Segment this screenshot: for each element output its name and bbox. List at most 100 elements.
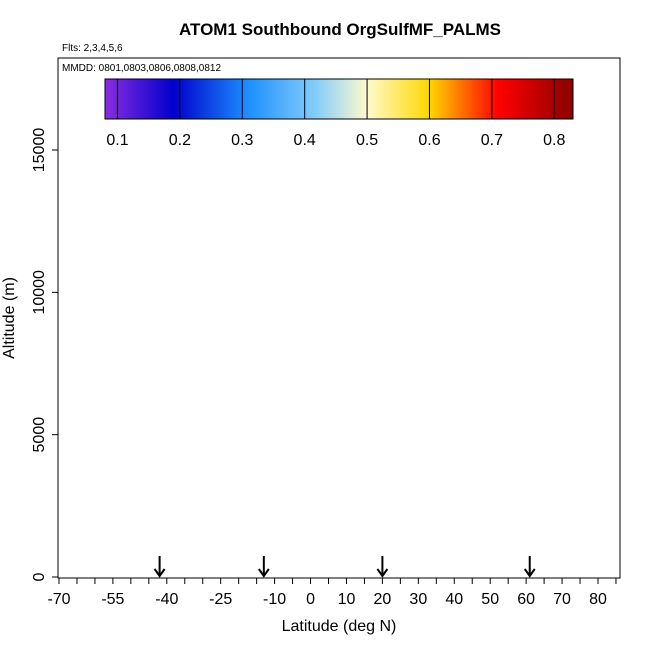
heatmap-cell (494, 242, 500, 251)
heatmap-cell (467, 537, 473, 546)
heatmap-cell (214, 274, 220, 283)
heatmap-cell (203, 330, 209, 339)
heatmap-cell (273, 370, 279, 379)
heatmap-cell (391, 378, 397, 387)
heatmap-cell (321, 242, 327, 251)
heatmap-cell (488, 473, 494, 482)
heatmap-cell (521, 338, 527, 347)
heatmap-cell (343, 218, 349, 227)
heatmap-cell (262, 410, 268, 419)
heatmap-cell (267, 545, 273, 554)
heatmap-cell (300, 218, 306, 227)
heatmap-cell (289, 282, 295, 291)
heatmap-cell (84, 290, 90, 299)
heatmap-cell (106, 282, 112, 291)
heatmap-cell (499, 330, 505, 339)
heatmap-cell (521, 537, 527, 546)
heatmap-cell (300, 322, 306, 331)
heatmap-cell (100, 298, 106, 307)
heatmap-cell (408, 370, 414, 379)
heatmap-cell (289, 346, 295, 355)
heatmap-cell (251, 298, 257, 307)
heatmap-cell (359, 497, 365, 506)
heatmap-cell (397, 362, 403, 371)
heatmap-cell (257, 386, 263, 395)
heatmap-cell (289, 497, 295, 506)
heatmap-cell (418, 346, 424, 355)
heatmap-cell (532, 298, 538, 307)
heatmap-cell (348, 449, 354, 458)
heatmap-cell (515, 402, 521, 411)
heatmap-cell (116, 354, 122, 363)
heatmap-cell (467, 465, 473, 474)
heatmap-cell (289, 521, 295, 530)
heatmap-cell (435, 529, 441, 538)
heatmap-cell (510, 473, 516, 482)
heatmap-cell (505, 338, 511, 347)
heatmap-cell (467, 274, 473, 283)
heatmap-cell (558, 553, 564, 562)
heatmap-cell (257, 306, 263, 315)
heatmap-cell (284, 306, 290, 315)
heatmap-cell (289, 354, 295, 363)
heatmap-cell (445, 282, 451, 291)
heatmap-cell (505, 322, 511, 331)
heatmap-cell (440, 426, 446, 435)
heatmap-cell (391, 242, 397, 251)
heatmap-cell (316, 274, 322, 283)
heatmap-cell (359, 386, 365, 395)
heatmap-cell (408, 561, 414, 570)
heatmap-cell (521, 513, 527, 522)
heatmap-cell (505, 449, 511, 458)
heatmap-cell (461, 298, 467, 307)
observation-point (306, 234, 315, 243)
heatmap-cell (435, 362, 441, 371)
heatmap-cell (294, 569, 300, 578)
heatmap-cell (267, 513, 273, 522)
heatmap-cell (90, 465, 96, 474)
heatmap-cell (208, 537, 214, 546)
heatmap-cell (542, 298, 548, 307)
heatmap-cell (316, 362, 322, 371)
heatmap-cell (311, 449, 317, 458)
heatmap-cell (187, 402, 193, 411)
heatmap-cell (418, 442, 424, 451)
heatmap-cell (478, 521, 484, 530)
heatmap-cell (267, 378, 273, 387)
heatmap-cell (273, 434, 279, 443)
heatmap-cell (435, 274, 441, 283)
heatmap-cell (246, 505, 252, 514)
heatmap-cell (208, 378, 214, 387)
heatmap-cell (564, 314, 570, 323)
heatmap-cell (337, 250, 343, 259)
heatmap-cell (300, 569, 306, 578)
heatmap-cell (526, 529, 532, 538)
heatmap-cell (235, 378, 241, 387)
heatmap-cell (343, 481, 349, 490)
heatmap-cell (181, 561, 187, 570)
heatmap-cell (284, 346, 290, 355)
heatmap-cell (381, 473, 387, 482)
heatmap-cell (375, 234, 381, 243)
heatmap-cell (381, 386, 387, 395)
heatmap-cell (408, 298, 414, 307)
heatmap-cell (79, 457, 85, 466)
heatmap-cell (149, 553, 155, 562)
heatmap-cell (154, 290, 160, 299)
heatmap-cell (370, 208, 376, 211)
heatmap-cell (424, 481, 430, 490)
heatmap-cell (488, 418, 494, 427)
heatmap-cell (230, 282, 236, 291)
heatmap-cell (154, 314, 160, 323)
heatmap-cell (413, 242, 419, 251)
heatmap-cell (289, 266, 295, 275)
heatmap-cell (435, 497, 441, 506)
heatmap-cell (564, 338, 570, 347)
heatmap-cell (197, 282, 203, 291)
heatmap-cell (219, 481, 225, 490)
heatmap-cell (273, 322, 279, 331)
heatmap-cell (494, 457, 500, 466)
heatmap-cell (348, 298, 354, 307)
heatmap-cell (224, 442, 230, 451)
heatmap-cell (181, 306, 187, 315)
